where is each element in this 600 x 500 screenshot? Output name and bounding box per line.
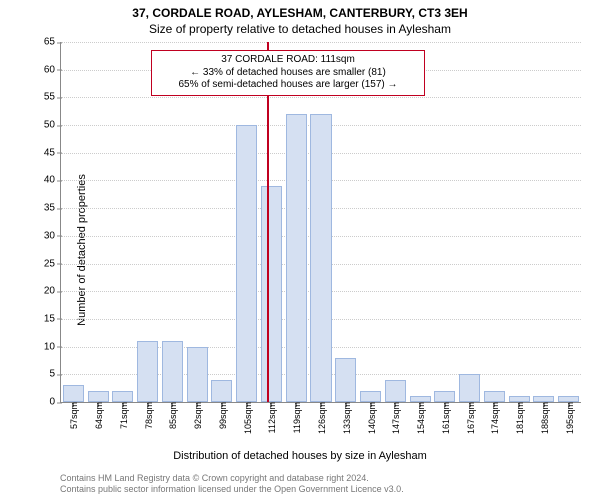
xtick-label: 133sqm bbox=[340, 402, 352, 434]
ytick-label: 10 bbox=[44, 341, 61, 352]
xtick-label: 57sqm bbox=[67, 402, 79, 429]
ytick-label: 50 bbox=[44, 120, 61, 131]
chart-title: 37, CORDALE ROAD, AYLESHAM, CANTERBURY, … bbox=[0, 6, 600, 20]
ytick-label: 20 bbox=[44, 286, 61, 297]
bar bbox=[360, 391, 381, 402]
xtick-label: 161sqm bbox=[439, 402, 451, 434]
xtick-label: 167sqm bbox=[464, 402, 476, 434]
chart-subtitle: Size of property relative to detached ho… bbox=[0, 22, 600, 36]
bar bbox=[286, 114, 307, 402]
xtick-label: 99sqm bbox=[216, 402, 228, 429]
ytick-label: 5 bbox=[49, 369, 61, 380]
bar bbox=[484, 391, 505, 402]
credits-text: Contains HM Land Registry data © Crown c… bbox=[60, 473, 404, 496]
bar bbox=[211, 380, 232, 402]
gridline bbox=[61, 42, 581, 43]
bar bbox=[261, 186, 282, 402]
bar bbox=[459, 374, 480, 402]
bar bbox=[434, 391, 455, 402]
xtick-label: 92sqm bbox=[191, 402, 203, 429]
bar bbox=[335, 358, 356, 402]
xtick-label: 105sqm bbox=[241, 402, 253, 434]
xtick-label: 71sqm bbox=[117, 402, 129, 429]
reference-line bbox=[267, 42, 269, 402]
bar bbox=[137, 341, 158, 402]
ytick-label: 45 bbox=[44, 147, 61, 158]
annotation-line-2: ← 33% of detached houses are smaller (81… bbox=[158, 67, 418, 80]
chart-container: 37, CORDALE ROAD, AYLESHAM, CANTERBURY, … bbox=[0, 0, 600, 500]
xtick-label: 181sqm bbox=[513, 402, 525, 434]
ytick-label: 25 bbox=[44, 258, 61, 269]
xtick-label: 154sqm bbox=[414, 402, 426, 434]
bar bbox=[112, 391, 133, 402]
bar bbox=[88, 391, 109, 402]
bar bbox=[63, 385, 84, 402]
ytick-label: 15 bbox=[44, 313, 61, 324]
ytick-label: 55 bbox=[44, 92, 61, 103]
xtick-label: 78sqm bbox=[142, 402, 154, 429]
annotation-line-3: 65% of semi-detached houses are larger (… bbox=[158, 79, 418, 92]
bar bbox=[187, 347, 208, 402]
gridline bbox=[61, 97, 581, 98]
annotation-box: 37 CORDALE ROAD: 111sqm← 33% of detached… bbox=[151, 50, 425, 96]
credits-line-1: Contains HM Land Registry data © Crown c… bbox=[60, 473, 404, 485]
xtick-label: 174sqm bbox=[488, 402, 500, 434]
xtick-label: 126sqm bbox=[315, 402, 327, 434]
ytick-label: 0 bbox=[49, 397, 61, 408]
xtick-label: 188sqm bbox=[538, 402, 550, 434]
xtick-label: 195sqm bbox=[563, 402, 575, 434]
ytick-label: 30 bbox=[44, 230, 61, 241]
ytick-label: 65 bbox=[44, 37, 61, 48]
xtick-label: 64sqm bbox=[92, 402, 104, 429]
ytick-label: 35 bbox=[44, 203, 61, 214]
bar bbox=[385, 380, 406, 402]
bar bbox=[162, 341, 183, 402]
annotation-line-1: 37 CORDALE ROAD: 111sqm bbox=[158, 54, 418, 67]
plot-area: 0510152025303540455055606557sqm64sqm71sq… bbox=[60, 42, 581, 403]
bar bbox=[310, 114, 331, 402]
ytick-label: 40 bbox=[44, 175, 61, 186]
credits-line-2: Contains public sector information licen… bbox=[60, 484, 404, 496]
xtick-label: 140sqm bbox=[365, 402, 377, 434]
xtick-label: 147sqm bbox=[389, 402, 401, 434]
xtick-label: 85sqm bbox=[166, 402, 178, 429]
xtick-label: 119sqm bbox=[290, 402, 302, 433]
ytick-label: 60 bbox=[44, 64, 61, 75]
xtick-label: 112sqm bbox=[265, 402, 277, 433]
bar bbox=[236, 125, 257, 402]
x-axis-label: Distribution of detached houses by size … bbox=[0, 450, 600, 462]
